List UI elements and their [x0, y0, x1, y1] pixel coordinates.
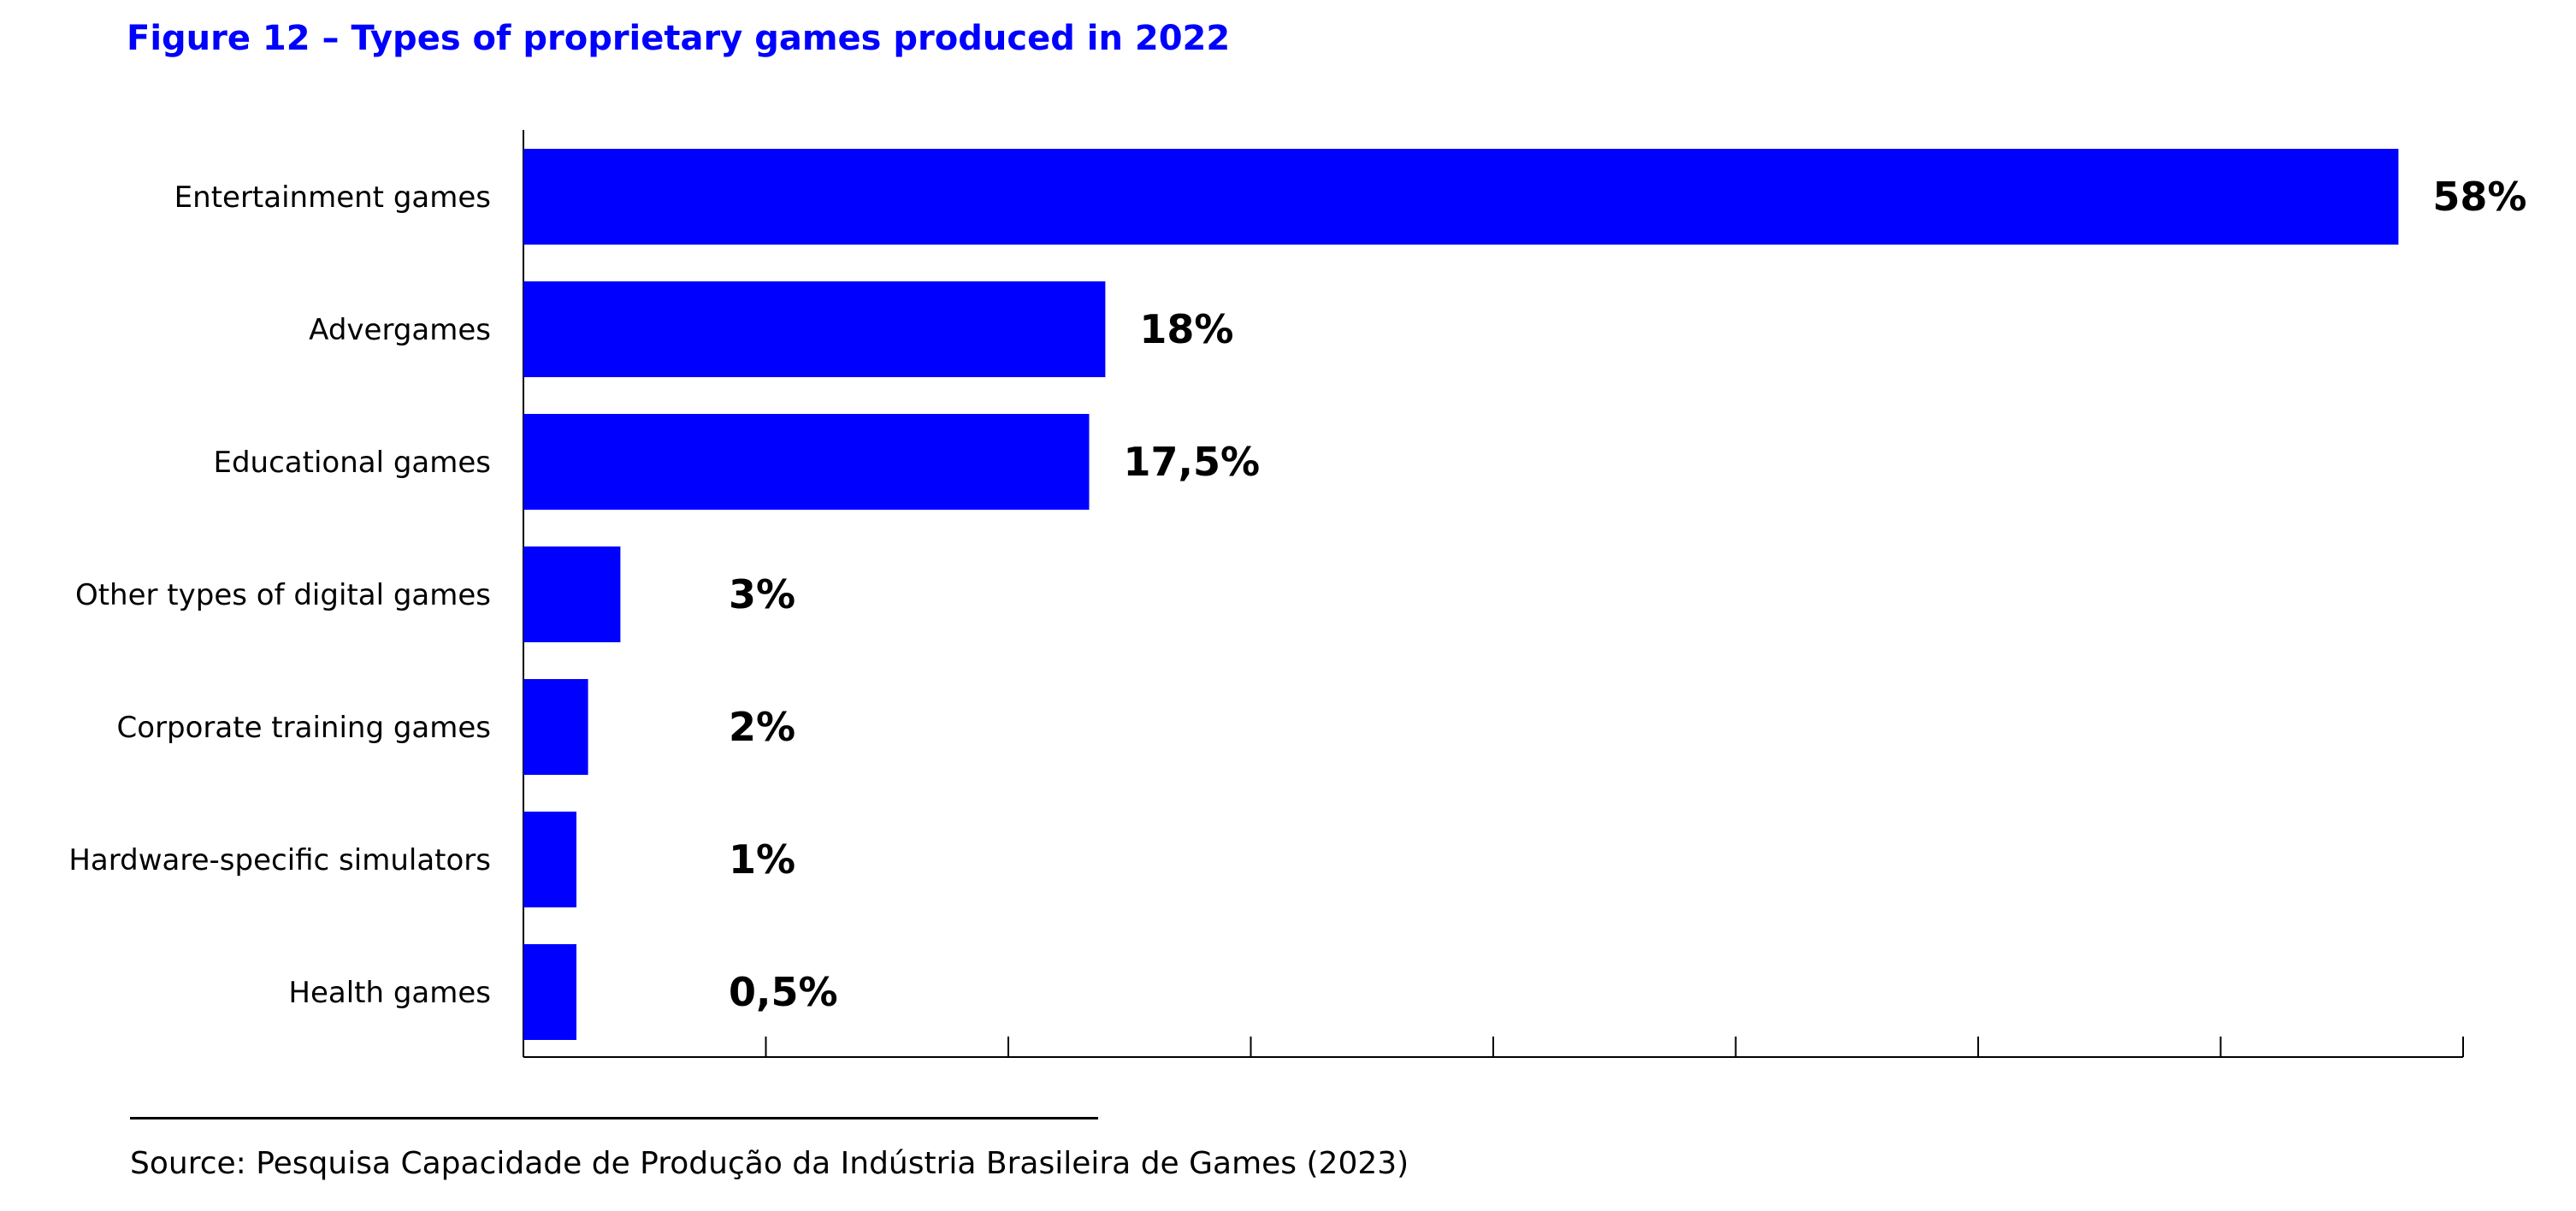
source-note: Source: Pesquisa Capacidade de Produção …: [130, 1146, 1409, 1181]
bar: [523, 149, 2399, 245]
category-label: Other types of digital games: [75, 578, 491, 612]
category-label: Health games: [288, 976, 491, 1010]
value-label: 1%: [729, 836, 795, 883]
bar: [523, 546, 621, 642]
bar: [523, 414, 1090, 510]
category-label: Corporate training games: [117, 711, 491, 745]
value-label: 2%: [729, 704, 795, 750]
bar: [523, 679, 588, 775]
value-label: 0,5%: [729, 969, 838, 1015]
bar: [523, 281, 1106, 377]
value-label: 58%: [2432, 174, 2526, 220]
source-divider: [130, 1117, 1098, 1119]
bar: [523, 944, 576, 1040]
category-label: Hardware-specific simulators: [68, 843, 491, 877]
figure-title: Figure 12 – Types of proprietary games p…: [127, 19, 1231, 58]
value-label: 18%: [1139, 306, 1233, 352]
value-label: 3%: [729, 571, 795, 617]
bar-chart: Entertainment games 58% Advergames 18% Educa…: [68, 130, 2527, 1058]
category-label: Advergames: [309, 313, 491, 347]
bar: [523, 812, 576, 907]
category-label: Entertainment games: [174, 180, 491, 215]
category-label: Educational games: [213, 446, 491, 480]
value-label: 17,5%: [1124, 439, 1261, 485]
